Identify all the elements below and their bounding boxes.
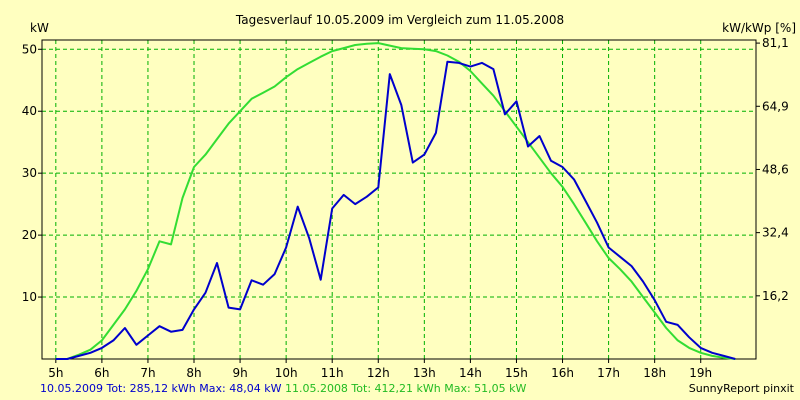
left-tick-label-1: 20	[22, 228, 37, 242]
grid	[42, 40, 756, 359]
right-tick-label-3: 64,9	[762, 99, 789, 113]
series-layer	[55, 42, 736, 360]
legend-entry-2009: 10.05.2009 Tot: 285,12 kWh Max: 48,04 kW	[40, 382, 282, 395]
left-tick-label-2: 30	[22, 166, 37, 180]
x-axis-ticks: 5h 6h 7h 8h 9h 10h 11h 12h 13h 14h 15h 16h 17h 18h 19h	[48, 359, 712, 380]
left-tick-label-3: 40	[22, 104, 37, 118]
chart-title: Tagesverlauf 10.05.2009 im Vergleich zum…	[235, 13, 564, 27]
credit-text: SunnyReport pinxit	[688, 382, 794, 395]
right-tick-label-4: 81,1	[762, 36, 789, 50]
left-tick-label-4: 50	[22, 42, 37, 56]
x-tick-label-0: 5h	[48, 366, 63, 380]
x-tick-label-1: 6h	[94, 366, 109, 380]
plot-frame	[41, 39, 757, 360]
x-tick-label-6: 11h	[321, 366, 344, 380]
x-tick-label-3: 8h	[186, 366, 201, 380]
x-tick-label-10: 15h	[505, 366, 528, 380]
legend: 10.05.2009 Tot: 285,12 kWh Max: 48,04 kW…	[40, 382, 526, 395]
x-tick-label-2: 7h	[140, 366, 155, 380]
right-tick-label-1: 32,4	[762, 226, 789, 240]
x-tick-label-14: 19h	[689, 366, 712, 380]
right-axis-ticks: 16,2 32,4 48,6 64,9 81,1	[756, 36, 789, 303]
x-tick-label-7: 12h	[367, 366, 390, 380]
x-tick-label-11: 16h	[551, 366, 574, 380]
x-tick-label-4: 9h	[232, 366, 247, 380]
series-2009-line	[55, 60, 736, 360]
x-tick-label-8: 13h	[413, 366, 436, 380]
legend-entry-2008: 11.05.2008 Tot: 412,21 kWh Max: 51,05 kW	[284, 382, 527, 395]
x-tick-label-9: 14h	[459, 366, 482, 380]
right-tick-label-0: 16,2	[762, 289, 789, 303]
x-tick-label-13: 18h	[643, 366, 666, 380]
x-tick-label-5: 10h	[275, 366, 298, 380]
left-axis-label: kW	[30, 21, 49, 35]
right-axis-label: kW/kWp [%]	[722, 21, 796, 35]
left-tick-label-0: 10	[22, 290, 37, 304]
right-tick-label-2: 48,6	[762, 162, 789, 176]
x-tick-label-12: 17h	[597, 366, 620, 380]
series-2008-line	[55, 42, 736, 360]
left-axis-ticks: 10 20 30 40 50	[22, 42, 42, 304]
